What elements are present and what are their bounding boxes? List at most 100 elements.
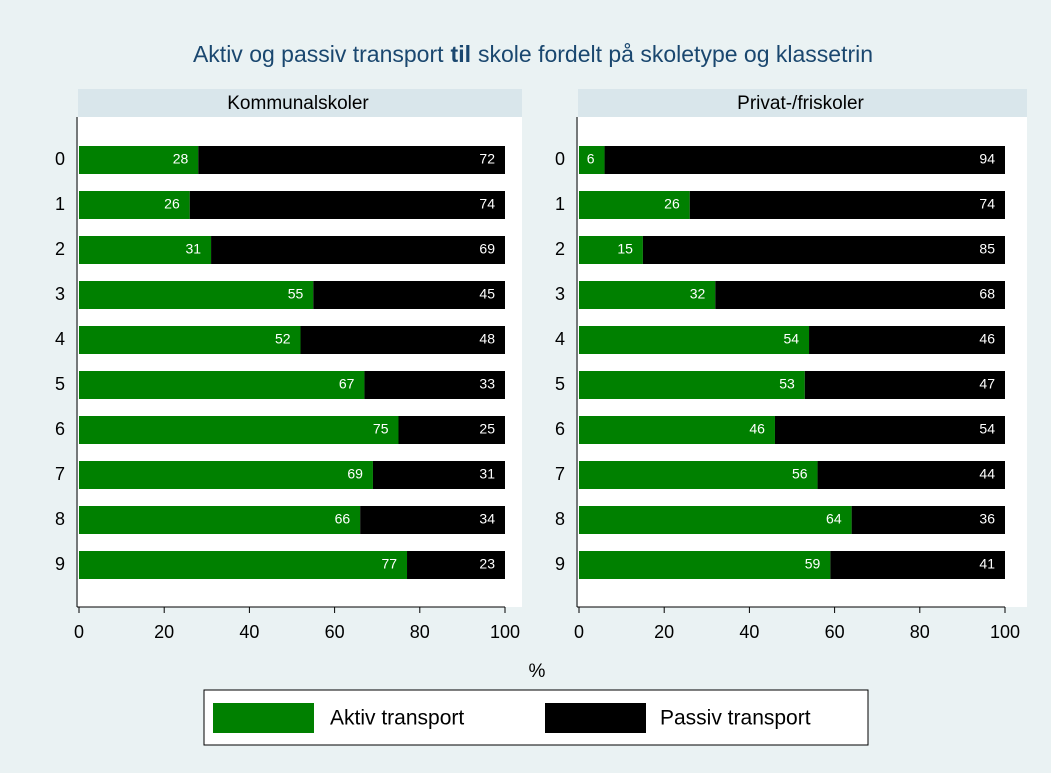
y-tick-label: 7 xyxy=(55,464,65,484)
value-label: 32 xyxy=(690,286,706,302)
bar-segment xyxy=(715,281,1005,309)
bar-segment xyxy=(579,281,716,309)
y-tick-label: 2 xyxy=(555,239,565,259)
bar-segment xyxy=(364,371,505,399)
value-label: 44 xyxy=(979,466,995,482)
bar-segment xyxy=(79,326,301,354)
y-tick-label: 7 xyxy=(555,464,565,484)
x-tick-label: 40 xyxy=(739,622,759,642)
value-label: 47 xyxy=(979,376,995,392)
bar-segment xyxy=(579,551,831,579)
value-label: 33 xyxy=(479,376,495,392)
bar-segment xyxy=(79,191,190,219)
value-label: 23 xyxy=(479,556,495,572)
value-label: 46 xyxy=(749,421,765,437)
title-part: til xyxy=(451,41,471,67)
y-tick-label: 0 xyxy=(55,149,65,169)
y-tick-label: 5 xyxy=(555,374,565,394)
y-tick-label: 1 xyxy=(555,194,565,214)
bar-segment xyxy=(642,236,1005,264)
bar-segment xyxy=(79,551,408,579)
legend-swatch xyxy=(213,703,314,733)
panel-title: Kommunalskoler xyxy=(227,93,369,114)
value-label: 31 xyxy=(185,241,201,257)
value-label: 28 xyxy=(173,151,189,167)
x-tick-label: 80 xyxy=(410,622,430,642)
panel-header xyxy=(78,89,522,117)
value-label: 64 xyxy=(826,511,842,527)
value-label: 46 xyxy=(979,331,995,347)
y-tick-label: 3 xyxy=(55,284,65,304)
x-tick-label: 40 xyxy=(239,622,259,642)
bar-segment xyxy=(809,326,1005,354)
bar-segment xyxy=(579,146,605,174)
value-label: 26 xyxy=(664,196,680,212)
title-part: Aktiv og passiv transport xyxy=(193,41,444,67)
bar-segment xyxy=(79,461,373,489)
bar-segment xyxy=(804,371,1005,399)
value-label: 56 xyxy=(792,466,808,482)
y-tick-label: 8 xyxy=(55,509,65,529)
bar-segment xyxy=(79,281,314,309)
bar-segment xyxy=(817,461,1005,489)
bar-segment xyxy=(360,506,505,534)
bar-segment xyxy=(774,416,1005,444)
legend-label: Aktiv transport xyxy=(330,707,464,730)
title-part: skole fordelt på skoletype og klassetrin xyxy=(478,41,873,67)
bar-segment xyxy=(300,326,505,354)
value-label: 77 xyxy=(381,556,397,572)
bar-segment xyxy=(830,551,1005,579)
x-tick-label: 0 xyxy=(74,622,84,642)
bar-segment xyxy=(579,461,818,489)
bar-segment xyxy=(398,416,505,444)
value-label: 54 xyxy=(783,331,799,347)
x-tick-label: 20 xyxy=(154,622,174,642)
legend-swatch xyxy=(545,703,646,733)
value-label: 52 xyxy=(275,331,291,347)
bar-segment xyxy=(79,416,399,444)
value-label: 68 xyxy=(979,286,995,302)
x-tick-label: 20 xyxy=(654,622,674,642)
value-label: 55 xyxy=(288,286,304,302)
legend xyxy=(203,689,869,746)
bar-segment xyxy=(689,191,1005,219)
value-label: 85 xyxy=(979,241,995,257)
y-tick-label: 4 xyxy=(55,329,65,349)
y-tick-label: 8 xyxy=(555,509,565,529)
value-label: 45 xyxy=(479,286,495,302)
bar-segment xyxy=(198,146,505,174)
legend-label: Passiv transport xyxy=(660,707,811,730)
y-tick-label: 5 xyxy=(55,374,65,394)
value-label: 94 xyxy=(979,151,995,167)
bar-segment xyxy=(579,416,775,444)
bar-segment xyxy=(189,191,505,219)
value-label: 25 xyxy=(479,421,495,437)
y-tick-label: 4 xyxy=(555,329,565,349)
bar-segment xyxy=(579,191,690,219)
bar-segment xyxy=(579,371,805,399)
x-tick-label: 60 xyxy=(325,622,345,642)
bar-segment xyxy=(79,506,361,534)
y-tick-label: 1 xyxy=(55,194,65,214)
value-label: 75 xyxy=(373,421,389,437)
bar-segment xyxy=(79,236,212,264)
bar-segment xyxy=(604,146,1005,174)
value-label: 34 xyxy=(479,511,495,527)
x-tick-label: 60 xyxy=(825,622,845,642)
value-label: 26 xyxy=(164,196,180,212)
x-tick-label: 0 xyxy=(574,622,584,642)
bar-segment xyxy=(407,551,505,579)
value-label: 41 xyxy=(979,556,995,572)
panel-header xyxy=(578,89,1027,117)
y-tick-label: 9 xyxy=(555,554,565,574)
bar-segment xyxy=(579,506,852,534)
bar-segment xyxy=(579,326,810,354)
value-label: 74 xyxy=(479,196,495,212)
value-label: 15 xyxy=(617,241,633,257)
bar-segment xyxy=(211,236,505,264)
x-axis-label: % xyxy=(529,661,546,682)
x-tick-label: 100 xyxy=(990,622,1020,642)
y-tick-label: 6 xyxy=(555,419,565,439)
value-label: 53 xyxy=(779,376,795,392)
bar-segment xyxy=(372,461,505,489)
